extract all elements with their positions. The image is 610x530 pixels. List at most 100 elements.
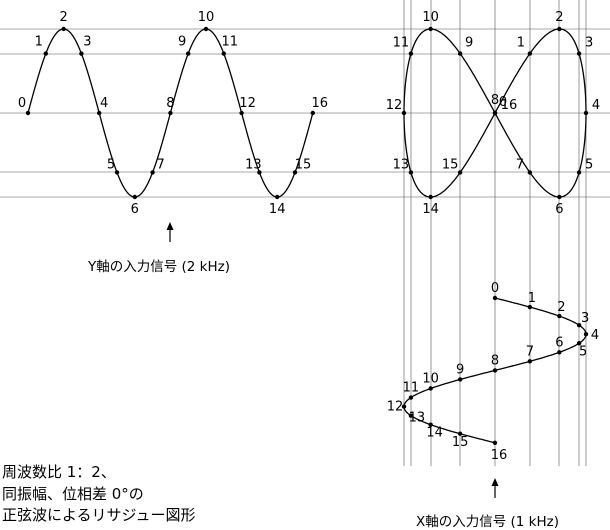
lissajous-point-label: 10 xyxy=(422,10,439,25)
description-line-2: 同振幅、位相差 0°の xyxy=(2,484,144,503)
lissajous-point-label: 3 xyxy=(585,36,593,51)
lissajous-point xyxy=(557,26,562,32)
y-signal-point-label: 7 xyxy=(156,157,164,172)
y-signal-point xyxy=(186,51,191,56)
lissajous-point-label: 15 xyxy=(442,157,459,172)
x-signal-point xyxy=(457,377,463,382)
y-signal-point xyxy=(239,110,244,116)
x-signal-point-label: 11 xyxy=(403,381,420,396)
x-signal-point-label: 14 xyxy=(426,426,443,441)
x-input-arrow-head xyxy=(491,478,499,486)
lissajous-point-label: 11 xyxy=(393,36,410,51)
y-signal-point xyxy=(43,51,48,56)
lissajous-point-label: 7 xyxy=(516,157,524,172)
x-signal-point-label: 10 xyxy=(422,372,439,387)
description-line-1: 周波数比 1：2、 xyxy=(2,463,116,481)
y-signal-point xyxy=(292,170,298,175)
y-signal-point-label: 4 xyxy=(100,96,108,111)
x-signal-point xyxy=(401,404,407,409)
x-signal-point-label: 13 xyxy=(409,411,426,426)
y-signal-point xyxy=(310,110,315,116)
y-signal-point-label: 13 xyxy=(245,157,262,172)
y-signal-point xyxy=(132,194,137,200)
y-signal-point-label: 0 xyxy=(18,96,26,111)
y-signal-point-label: 16 xyxy=(312,96,329,111)
x-signal-point-label: 1 xyxy=(528,291,536,306)
x-signal-point xyxy=(492,440,498,445)
lissajous-point xyxy=(457,51,463,56)
y-signal-point xyxy=(114,170,120,175)
lissajous-point-label: 0 xyxy=(499,95,507,110)
y-signal-point-label: 11 xyxy=(222,35,239,50)
y-signal-point-label: 9 xyxy=(178,35,186,50)
x-signal-point-label: 5 xyxy=(579,344,587,359)
x-signal-point xyxy=(428,422,433,427)
y-signal-point xyxy=(168,110,173,116)
x-signal-point xyxy=(408,413,414,418)
x-signal-point-label: 12 xyxy=(387,400,404,415)
y-signal-point xyxy=(257,170,262,175)
x-signal-point-label: 2 xyxy=(557,300,565,315)
y-signal-point xyxy=(79,51,84,56)
x-signal-point-label: 7 xyxy=(526,344,534,359)
lissajous-point-label: 5 xyxy=(585,157,593,172)
signal-arrows xyxy=(166,222,499,498)
lissajous-point-label: 1 xyxy=(517,36,525,51)
figure-description: 周波数比 1：2、 同振幅、位相差 0°の 正弦波によるリサジュー図形 xyxy=(2,462,196,527)
y-signal-point xyxy=(275,194,280,200)
lissajous-point xyxy=(576,170,582,175)
description-line-3: 正弦波によるリサジュー図形 xyxy=(2,506,196,524)
y-signal-point-label: 5 xyxy=(107,157,115,172)
y-input-arrow-head xyxy=(166,222,174,230)
x-signal-point xyxy=(557,313,562,319)
y-signal-point-label: 3 xyxy=(83,35,91,50)
lissajous-point-label: 6 xyxy=(555,202,563,217)
x-signal-point xyxy=(527,359,533,364)
y-signal-point xyxy=(97,110,102,116)
guide-lines xyxy=(0,0,610,466)
lissajous-point xyxy=(557,194,562,200)
x-signal-point xyxy=(408,395,414,400)
x-signal-point xyxy=(492,295,498,301)
lissajous-point-label: 16 xyxy=(501,98,518,113)
x-signal-point-label: 16 xyxy=(491,448,508,463)
y-signal-point-label: 1 xyxy=(35,35,43,50)
y-signal-point xyxy=(221,51,226,56)
y-signal-point-label: 12 xyxy=(239,96,256,111)
x-signal-point xyxy=(583,332,589,337)
lissajous-point-label: 14 xyxy=(422,202,439,217)
lissajous-point xyxy=(576,51,582,56)
y-signal-point-label: 14 xyxy=(269,202,286,217)
y-signal-point xyxy=(203,26,209,32)
x-signal-point-label: 3 xyxy=(581,311,589,326)
x-signal-point xyxy=(527,304,533,310)
x-signal-point-label: 4 xyxy=(591,328,599,343)
x-signal-point-label: 6 xyxy=(555,335,563,350)
x-signal-point-label: 0 xyxy=(491,281,499,296)
x-signal-point xyxy=(492,368,498,373)
y-signal-point-label: 2 xyxy=(59,10,67,25)
y-signal-point-label: 10 xyxy=(198,10,215,25)
y-signal-point xyxy=(61,26,66,32)
lissajous-point xyxy=(457,170,463,175)
x-signal-point xyxy=(557,350,562,355)
lissajous-point xyxy=(527,51,533,56)
x-signal-point xyxy=(428,386,433,391)
signal-curves xyxy=(27,28,587,444)
lissajous-point xyxy=(408,51,414,56)
y-input-caption: Y軸の入力信号 (2 kHz) xyxy=(88,259,231,275)
lissajous-point xyxy=(583,110,589,116)
lissajous-point-label: 2 xyxy=(555,10,563,25)
lissajous-point-label: 12 xyxy=(386,98,403,113)
x-signal-point-label: 9 xyxy=(456,362,464,377)
lissajous-point-label: 13 xyxy=(393,157,410,172)
lissajous-point-label: 8 xyxy=(491,93,499,108)
lissajous-point xyxy=(408,170,414,175)
x-signal-point-label: 8 xyxy=(491,353,499,368)
x-signal-point xyxy=(576,341,582,346)
lissajous-point xyxy=(401,110,407,116)
y-signal-point-label: 6 xyxy=(131,202,139,217)
lissajous-point xyxy=(428,26,433,32)
lissajous-point xyxy=(492,110,498,116)
